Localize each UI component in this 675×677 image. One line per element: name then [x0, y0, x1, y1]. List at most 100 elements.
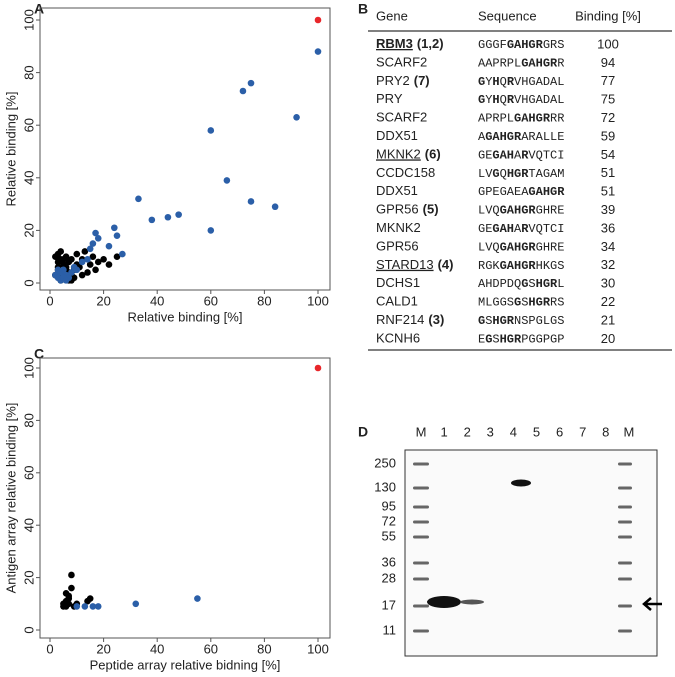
sequence-part: G [478, 314, 485, 328]
point [207, 227, 215, 234]
sequence-part: GAHGR [485, 130, 522, 144]
sequence-part: S [492, 333, 499, 347]
marker-label: 11 [383, 622, 397, 637]
marker-label: 130 [374, 479, 396, 494]
ladder-band [618, 486, 632, 490]
sequence-part: R [521, 222, 529, 236]
point [293, 114, 300, 121]
reference: (7) [414, 73, 430, 88]
ladder-band [413, 604, 429, 608]
marker-label: 28 [382, 570, 396, 585]
sequence-part: GAHGR [521, 57, 558, 71]
sequence-part: G [478, 75, 485, 89]
sequence: AHDPDQGSHGRL [478, 277, 564, 291]
ladder-band [618, 629, 632, 633]
marker-label: 17 [382, 597, 396, 612]
arrow [642, 597, 662, 611]
ladder-band [618, 577, 632, 581]
y-tick-label: 40 [21, 518, 36, 532]
marker-label: 95 [382, 498, 396, 513]
sequence-part: R [507, 93, 515, 107]
point [135, 195, 142, 203]
point [314, 364, 322, 372]
gene: KCNH6 [376, 331, 420, 346]
band [460, 599, 484, 605]
point [113, 232, 121, 239]
x-tick-label: 60 [204, 293, 218, 308]
sequence: GEGAHARVQTCI [478, 222, 564, 236]
point [247, 198, 255, 205]
x-tick-label: 20 [96, 641, 110, 656]
lane-label: M [623, 424, 634, 439]
x-tick-label: 100 [307, 293, 329, 308]
binding: 22 [601, 294, 615, 309]
y-tick-label: 20 [21, 570, 36, 584]
sequence-part: LV [478, 167, 493, 181]
point [65, 600, 73, 608]
sequence-part: A [514, 222, 522, 236]
point [105, 242, 113, 250]
gene-name: GPR56 [376, 239, 419, 254]
point [78, 271, 86, 279]
sequence-part: GAH [492, 222, 514, 236]
point [132, 600, 140, 608]
gene-name: SCARF2 [376, 110, 427, 125]
x-tick-label: 100 [307, 641, 329, 656]
point [84, 269, 91, 276]
sequence: APRPLGAHGRRR [478, 112, 564, 126]
y-tick-label: 40 [21, 171, 36, 185]
point [89, 253, 97, 260]
reference: (3) [428, 312, 444, 327]
ladder-band [618, 535, 632, 539]
point [92, 266, 99, 274]
point [113, 253, 121, 260]
lane-label: 8 [602, 424, 609, 439]
ladder-band [413, 486, 429, 490]
sequence-part: VQTCI [528, 149, 564, 163]
ladder-band [413, 577, 429, 581]
panel-label: B [358, 1, 368, 17]
lane-label: 5 [533, 424, 540, 439]
binding: 32 [601, 257, 615, 272]
binding: 72 [601, 110, 615, 125]
binding: 30 [601, 276, 615, 291]
sequence-part: R [521, 149, 529, 163]
sequence-part: Q [500, 167, 507, 181]
plot-frame [39, 357, 331, 639]
sequence-part: HGR [492, 314, 514, 328]
lane-label: 6 [556, 424, 563, 439]
sequence-part: GAHGR [507, 38, 544, 52]
sequence-part: GHRE [536, 241, 565, 255]
sequence-part: G [514, 296, 521, 310]
point [68, 584, 75, 592]
gel-frame [404, 449, 658, 657]
sequence-part: AAPRPL [478, 57, 521, 71]
ladder-band [413, 462, 429, 466]
gene: PRY2 (7) [376, 73, 430, 88]
point [105, 261, 113, 268]
point [81, 603, 89, 610]
ladder-band [413, 505, 429, 509]
point [223, 177, 231, 184]
point [86, 261, 94, 268]
y-tick-label: 100 [21, 9, 36, 31]
binding: 94 [601, 55, 615, 70]
point [73, 603, 81, 610]
point [100, 256, 107, 263]
binding: 75 [601, 92, 615, 107]
sequence-part: A [514, 149, 522, 163]
y-axis-label: Antigen array relative binding [%] [3, 403, 18, 594]
gene: CALD1 [376, 294, 418, 309]
sequence-part: G [492, 167, 499, 181]
sequence-part: GAHGR [500, 204, 537, 218]
point [148, 216, 156, 224]
sequence-part: E [478, 333, 485, 347]
lane-label: 4 [510, 424, 517, 439]
point [68, 256, 75, 263]
point [73, 250, 81, 258]
lane-label: M [416, 424, 427, 439]
y-tick-label: 100 [21, 357, 36, 379]
point [70, 274, 78, 282]
sequence-part: G [521, 277, 528, 291]
y-tick-label: 0 [21, 626, 36, 633]
